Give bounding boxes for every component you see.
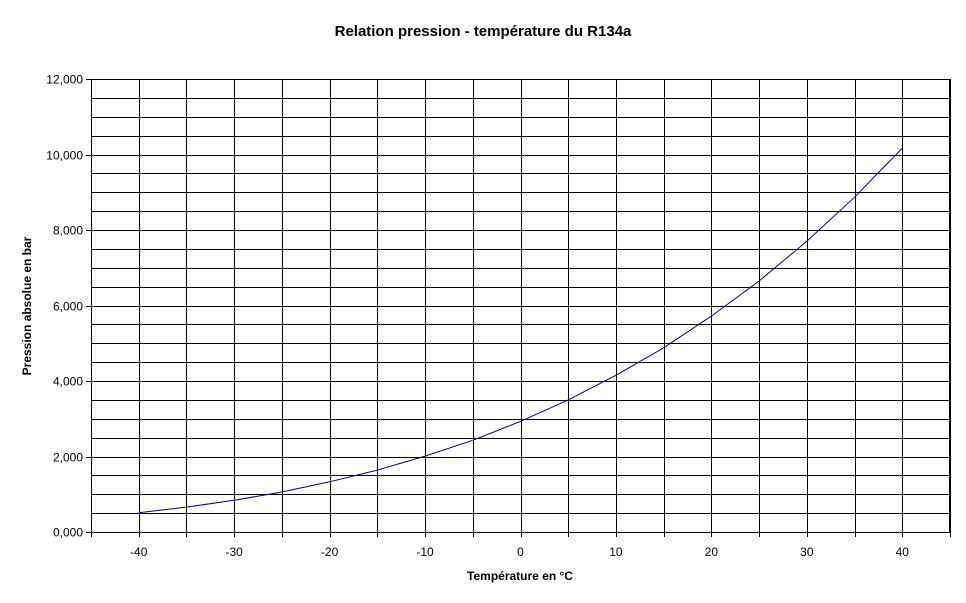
x-tick-label: 10 <box>609 545 623 559</box>
series-group <box>138 147 903 514</box>
x-tick-label: 20 <box>705 545 719 559</box>
plot-frame <box>91 79 950 533</box>
y-tick-label: 2,000 <box>53 451 83 465</box>
y-axis-ticks: 0,000 2,000 4,000 6,000 8,000 10,000 12,000 <box>46 73 91 540</box>
y-tick-label: 12,000 <box>46 73 83 87</box>
grid <box>91 79 951 533</box>
y-tick-label: 0,000 <box>53 526 83 540</box>
x-tick-label: 0 <box>517 545 524 559</box>
series-line <box>138 147 903 514</box>
x-tick-label: -10 <box>416 545 434 559</box>
x-tick-label: 30 <box>800 545 814 559</box>
x-axis-label: Température en °C <box>467 569 573 583</box>
y-tick-label: 8,000 <box>53 224 83 238</box>
x-tick-label: -40 <box>130 545 148 559</box>
y-tick-label: 4,000 <box>53 375 83 389</box>
x-axis-ticks: -40 -30 -20 -10 0 10 20 30 40 <box>91 532 951 559</box>
y-axis-label: Pression absolue en bar <box>20 236 34 375</box>
y-tick-label: 6,000 <box>53 300 83 314</box>
x-tick-label: -20 <box>321 545 339 559</box>
y-tick-label: 10,000 <box>46 149 83 163</box>
chart-title: Relation pression - température du R134a <box>335 23 632 40</box>
x-tick-label: 40 <box>896 545 910 559</box>
x-tick-label: -30 <box>225 545 243 559</box>
